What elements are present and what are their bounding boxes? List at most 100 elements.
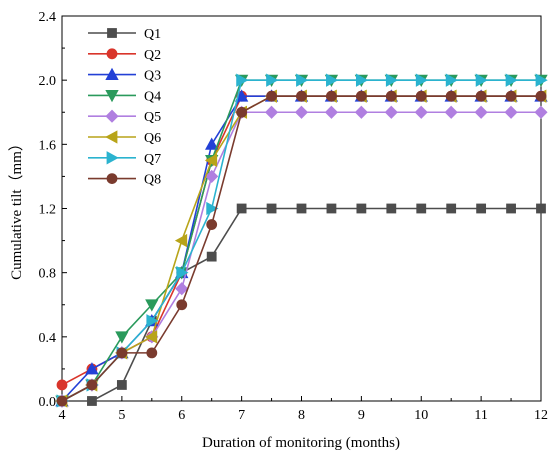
legend-item: Q4 xyxy=(88,89,161,104)
legend-label: Q2 xyxy=(144,48,161,63)
data-point xyxy=(266,203,277,214)
legend-label: Q1 xyxy=(144,27,161,42)
data-point xyxy=(296,203,307,214)
series-q8 xyxy=(56,90,547,407)
x-tick-label: 7 xyxy=(238,408,245,423)
legend-item: Q3 xyxy=(88,67,161,84)
series-q5 xyxy=(55,105,548,408)
series-line xyxy=(61,95,541,402)
data-point xyxy=(326,90,337,102)
data-point xyxy=(176,265,189,280)
x-axis-title: Duration of monitoring (months) xyxy=(202,435,400,451)
legend-marker xyxy=(105,67,119,80)
legend-item: Q7 xyxy=(88,151,161,167)
data-point xyxy=(205,169,219,183)
legend-item: Q6 xyxy=(88,130,161,146)
data-point xyxy=(204,153,218,168)
x-tick-label: 4 xyxy=(59,408,66,423)
data-point xyxy=(445,90,457,102)
legend-label: Q3 xyxy=(144,69,161,84)
data-point xyxy=(384,105,398,119)
legend: Q1 Q2 Q3 Q4 Q5 Q6 Q7 Q8 xyxy=(88,27,161,188)
data-point xyxy=(236,73,249,87)
data-point xyxy=(326,73,339,87)
legend-marker xyxy=(106,151,119,165)
legend-marker xyxy=(105,130,118,144)
data-point xyxy=(506,203,516,214)
data-point xyxy=(504,105,518,119)
data-point xyxy=(415,90,427,102)
data-point xyxy=(116,347,128,359)
y-axis: 0.0 0.4 0.8 1.2 1.6 2.0 2.4 xyxy=(39,10,67,410)
data-point xyxy=(87,396,97,406)
data-point xyxy=(355,73,369,87)
data-point xyxy=(326,203,337,214)
data-point xyxy=(146,347,158,359)
data-point xyxy=(475,73,488,87)
series-q1 xyxy=(57,203,546,406)
y-tick-label: 2.4 xyxy=(39,10,57,25)
x-tick-label: 10 xyxy=(414,408,428,423)
data-point xyxy=(505,90,517,102)
x-tick-label: 12 xyxy=(534,408,548,423)
data-point xyxy=(356,203,367,214)
data-point xyxy=(476,203,487,214)
y-tick-label: 2.0 xyxy=(39,74,57,89)
x-tick-label: 11 xyxy=(474,408,487,423)
series-line xyxy=(62,207,541,402)
data-point xyxy=(144,330,158,344)
data-point xyxy=(535,90,547,102)
x-axis: 4 5 6 7 8 9 10 11 12 xyxy=(59,396,548,423)
data-point xyxy=(535,73,548,87)
data-point xyxy=(294,105,309,119)
series-line xyxy=(61,95,541,402)
data-point xyxy=(175,282,189,296)
data-point xyxy=(355,90,367,102)
series-q2 xyxy=(56,90,547,391)
series-layer xyxy=(55,73,548,408)
legend-label: Q8 xyxy=(144,173,161,188)
data-point xyxy=(236,203,247,214)
data-point xyxy=(386,203,397,214)
data-point xyxy=(206,219,218,230)
data-point xyxy=(206,251,217,262)
legend-item: Q1 xyxy=(88,27,161,42)
legend-marker xyxy=(107,28,117,38)
data-point xyxy=(116,380,127,390)
data-point xyxy=(146,314,159,328)
data-point xyxy=(206,201,219,216)
series-q7 xyxy=(56,73,548,408)
data-point xyxy=(296,90,307,102)
data-point xyxy=(205,137,219,150)
legend-marker xyxy=(106,48,118,60)
data-point xyxy=(266,73,279,87)
data-point xyxy=(115,331,129,344)
y-tick-label: 1.6 xyxy=(39,138,57,153)
data-point xyxy=(536,203,546,214)
data-point xyxy=(354,105,368,119)
y-axis-title: Cumulative tilt（mm） xyxy=(8,136,25,280)
x-tick-label: 8 xyxy=(298,408,305,423)
data-point xyxy=(176,299,188,311)
data-point xyxy=(56,395,68,407)
x-tick-label: 9 xyxy=(358,408,365,423)
data-point xyxy=(56,379,68,391)
series-q4 xyxy=(55,74,548,408)
series-line xyxy=(61,95,541,402)
data-point xyxy=(86,379,98,391)
data-point xyxy=(416,203,427,214)
legend-label: Q5 xyxy=(144,110,161,125)
data-point xyxy=(445,73,459,87)
data-point xyxy=(444,105,458,119)
legend-item: Q5 xyxy=(88,109,161,125)
data-point xyxy=(145,299,159,312)
legend-item: Q2 xyxy=(88,48,161,63)
legend-label: Q7 xyxy=(144,152,161,167)
y-tick-label: 0.4 xyxy=(39,331,57,346)
legend-marker xyxy=(105,109,119,123)
data-point xyxy=(534,105,548,119)
data-point xyxy=(385,73,399,87)
x-tick-label: 6 xyxy=(178,408,185,423)
data-point xyxy=(324,105,339,119)
